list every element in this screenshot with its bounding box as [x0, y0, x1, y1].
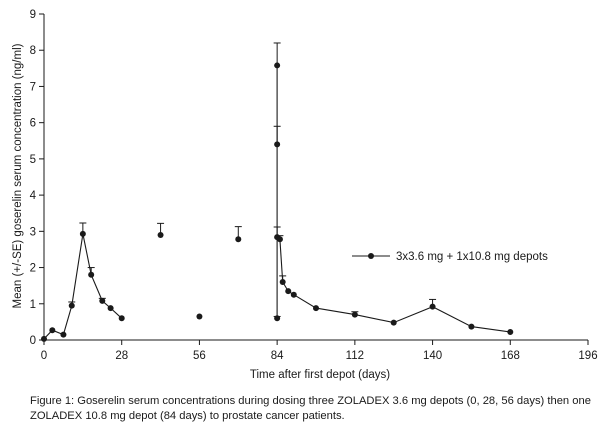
data-point: [274, 141, 281, 148]
legend-label: 3x3.6 mg + 1x10.8 mg depots: [396, 251, 548, 263]
series-line: [276, 65, 511, 333]
data-point: [41, 335, 47, 342]
data-point: [313, 305, 319, 312]
legend-marker: [368, 253, 374, 259]
y-axis-title: Mean (+/-SE) goserelin serum concentrati…: [12, 43, 24, 308]
figure-caption: Figure 1: Goserelin serum concentrations…: [30, 395, 591, 422]
data-point: [118, 315, 125, 322]
y-tick-label: 0: [30, 335, 36, 347]
y-tick-label: 7: [30, 81, 36, 93]
data-point: [285, 288, 292, 295]
data-point: [60, 331, 67, 338]
data-point: [390, 319, 397, 326]
data-point: [274, 315, 281, 322]
y-tick-label: 4: [30, 190, 37, 202]
x-tick-label: 112: [346, 350, 364, 362]
data-point: [99, 297, 106, 304]
data-point: [88, 271, 95, 278]
data-point: [157, 231, 164, 238]
data-point: [49, 327, 56, 334]
x-tick-label: 168: [501, 350, 520, 362]
x-tick-label: 28: [115, 350, 128, 362]
y-tick-label: 5: [30, 154, 36, 166]
y-tick-label: 1: [30, 299, 36, 311]
legend: 3x3.6 mg + 1x10.8 mg depots: [352, 251, 548, 263]
data-point: [68, 302, 75, 309]
data-point: [279, 279, 286, 286]
data-point: [351, 311, 358, 318]
data-point: [429, 303, 436, 310]
x-tick-label: 140: [423, 350, 442, 362]
series-group: [41, 42, 514, 342]
data-point: [196, 313, 203, 320]
x-tick-label: 0: [41, 350, 47, 362]
data-point: [276, 236, 283, 243]
data-point: [107, 305, 114, 312]
series-line: [43, 233, 123, 340]
y-tick-label: 3: [30, 226, 36, 238]
data-point: [235, 236, 242, 243]
x-tick-label: 84: [271, 350, 284, 362]
data-point: [468, 323, 475, 330]
y-tick-label: 6: [30, 118, 36, 130]
y-tick-label: 2: [30, 263, 36, 275]
data-point: [290, 291, 297, 298]
data-point: [79, 230, 86, 237]
y-tick-label: 8: [30, 45, 36, 57]
data-point: [507, 329, 514, 336]
x-tick-label: 56: [193, 350, 206, 362]
data-point: [274, 62, 281, 69]
y-tick-label: 9: [30, 9, 36, 21]
x-tick-label: 196: [578, 350, 597, 362]
x-axis-title: Time after first depot (days): [250, 369, 390, 381]
